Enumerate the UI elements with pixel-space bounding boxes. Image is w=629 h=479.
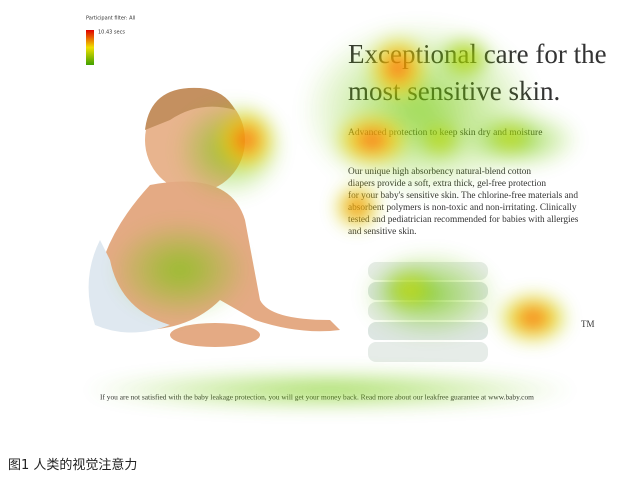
caption: 图1 人类的视觉注意力 xyxy=(8,458,138,473)
body-line: tested and pediatrician recommended for … xyxy=(348,214,579,225)
filter-label: Participant filter: All xyxy=(86,16,135,22)
body-line: and sensitive skin. xyxy=(348,227,416,237)
body-line: for your baby's sensitive skin. The chlo… xyxy=(348,190,578,201)
heatmap-figure: Participant filter: All 10.43 secs Excep… xyxy=(80,16,607,410)
body-line: absorbent polymers is non-toxic and non-… xyxy=(348,203,577,213)
legend-scale xyxy=(86,30,94,65)
duration-label: 10.43 secs xyxy=(98,30,125,36)
heat-overlay xyxy=(80,20,580,410)
trademark: TM xyxy=(581,319,595,329)
